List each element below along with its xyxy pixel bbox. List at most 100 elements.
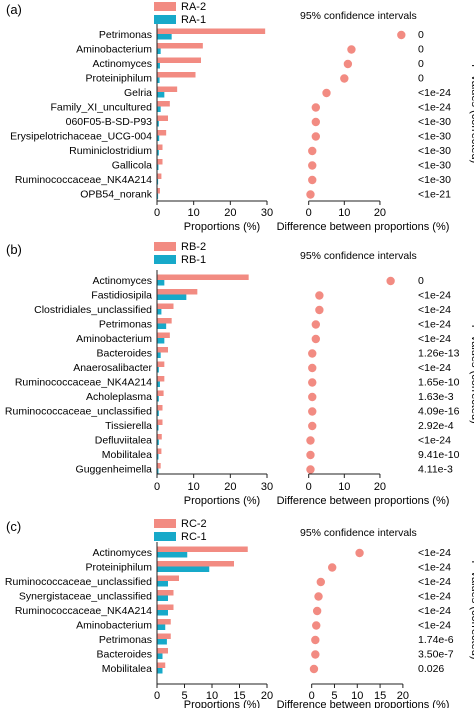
difference-point xyxy=(347,45,356,54)
ci-title: 95% confidence intervals xyxy=(300,250,417,262)
legend-swatch-series-1 xyxy=(154,255,176,264)
panel-label: (a) xyxy=(6,2,22,17)
bar-series-1 xyxy=(157,566,210,572)
bar-series-1 xyxy=(157,179,159,185)
bar-series-2 xyxy=(157,115,168,121)
category-label: Defluviitalea xyxy=(95,435,152,447)
bar-series-2 xyxy=(157,405,163,411)
difference-point xyxy=(311,334,321,344)
category-label: Ruminococcaceae_NK4A214 xyxy=(15,174,152,186)
bar-series-2 xyxy=(157,144,163,150)
left-x-tick-label: 0 xyxy=(154,690,160,702)
bar-series-2 xyxy=(157,662,166,668)
category-label: Petrimonas xyxy=(99,319,152,331)
pvalue-label: 0 xyxy=(418,29,424,41)
bar-series-1 xyxy=(157,653,163,659)
bar-series-1 xyxy=(157,280,165,286)
bar-series-2 xyxy=(157,72,196,78)
difference-point xyxy=(308,161,317,170)
category-label: Actinomyces xyxy=(92,547,152,559)
bar-series-1 xyxy=(157,381,160,387)
legend-swatch-series-2 xyxy=(154,519,176,528)
bar-series-2 xyxy=(157,347,168,353)
left-x-tick-label: 0 xyxy=(154,207,160,219)
pvalue-label: 4.11e-3 xyxy=(418,464,453,476)
right-x-tick-label: 0 xyxy=(306,207,312,219)
bar-series-2 xyxy=(157,28,266,34)
bar-series-2 xyxy=(157,43,203,49)
difference-point xyxy=(312,606,322,616)
bar-series-2 xyxy=(157,390,164,396)
bar-series-2 xyxy=(157,318,172,324)
category-label: 060F05-B-SD-P93 xyxy=(66,116,153,128)
pvalue-label: <1e-24 xyxy=(418,304,451,316)
bar-series-2 xyxy=(157,361,165,367)
difference-point xyxy=(315,305,324,315)
difference-point xyxy=(308,363,317,373)
bar-series-2 xyxy=(157,57,201,63)
bar-series-1 xyxy=(157,454,159,460)
category-label: Guggenheimella xyxy=(76,464,153,476)
difference-point xyxy=(340,74,349,83)
legend-swatch-series-2 xyxy=(154,2,176,11)
legend-swatch-series-2 xyxy=(154,242,176,251)
bar-series-1 xyxy=(157,34,172,40)
pvalue-label: <1e-24 xyxy=(418,620,451,632)
ci-title: 95% confidence intervals xyxy=(300,527,417,539)
difference-point xyxy=(386,276,395,286)
bar-series-2 xyxy=(157,633,171,639)
bar-series-1 xyxy=(157,338,165,344)
bar-series-2 xyxy=(157,619,171,625)
panel-label: (b) xyxy=(6,242,22,257)
category-label: Proteiniphilum xyxy=(85,73,152,85)
category-label: Clostridiales_unclassified xyxy=(34,304,152,316)
right-x-tick-label: 20 xyxy=(374,207,386,219)
left-x-tick-label: 10 xyxy=(206,690,218,702)
left-x-tick-label: 30 xyxy=(261,481,273,493)
right-x-tick-label: 20 xyxy=(374,481,386,493)
pvalue-label: <1e-24 xyxy=(418,576,451,588)
category-label: OPB54_norank xyxy=(80,189,153,201)
pvalue-label: <1e-24 xyxy=(418,102,451,114)
legend-label-series-1: RB-1 xyxy=(181,254,206,266)
pvalue-label: 9.41e-10 xyxy=(418,449,460,461)
bar-series-1 xyxy=(157,193,159,199)
left-x-tick-label: 10 xyxy=(188,481,200,493)
bar-series-2 xyxy=(157,303,174,309)
category-label: Erysipelotrichaceae_UCG-004 xyxy=(10,131,152,143)
category-label: Gallicola xyxy=(112,160,152,172)
category-label: Mobilitalea xyxy=(102,663,152,675)
difference-point xyxy=(343,59,353,69)
bar-series-1 xyxy=(157,639,167,645)
difference-point xyxy=(311,320,321,329)
category-label: Anaerosalibacter xyxy=(73,362,152,374)
difference-point xyxy=(322,88,331,98)
bar-series-1 xyxy=(157,367,159,373)
pvalue-label: 1.26e-13 xyxy=(418,348,460,360)
bar-series-1 xyxy=(157,410,159,416)
bar-series-2 xyxy=(157,332,170,338)
bar-series-1 xyxy=(157,323,167,329)
bar-series-1 xyxy=(157,63,160,69)
difference-point xyxy=(308,392,317,402)
bar-series-1 xyxy=(157,581,168,587)
category-label: Proteiniphilum xyxy=(85,562,152,574)
legend-label-series-1: RA-1 xyxy=(181,14,206,26)
bar-series-2 xyxy=(157,173,162,179)
pvalue-label: 0 xyxy=(418,44,424,56)
category-label: Ruminococcaceae_unclassified xyxy=(5,406,152,418)
difference-point xyxy=(306,190,315,199)
bar-series-1 xyxy=(157,624,166,630)
pvalue-label: <1e-21 xyxy=(418,189,451,201)
pvalue-label: <1e-24 xyxy=(418,591,451,603)
left-x-tick-label: 10 xyxy=(188,207,200,219)
bar-series-2 xyxy=(157,561,234,567)
bar-series-2 xyxy=(157,448,162,454)
bar-series-2 xyxy=(157,188,160,194)
legend-label-series-2: RC-2 xyxy=(181,518,207,530)
right-x-tick-label: 10 xyxy=(338,207,350,219)
left-x-axis-label: Proportions (%) xyxy=(184,221,260,233)
bar-series-1 xyxy=(157,48,161,54)
bar-series-2 xyxy=(157,159,163,165)
